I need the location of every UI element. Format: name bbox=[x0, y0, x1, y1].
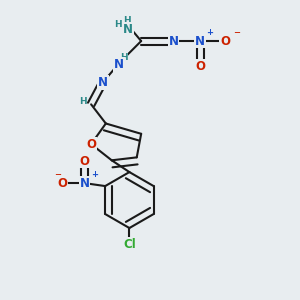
Text: N: N bbox=[114, 58, 124, 71]
Text: Cl: Cl bbox=[123, 238, 136, 251]
Text: H: H bbox=[79, 97, 87, 106]
Text: H: H bbox=[114, 20, 122, 29]
Text: O: O bbox=[86, 138, 96, 151]
Text: O: O bbox=[58, 177, 68, 190]
Text: −: − bbox=[54, 170, 61, 179]
Text: −: − bbox=[233, 28, 240, 37]
Text: +: + bbox=[91, 169, 98, 178]
Text: N: N bbox=[123, 23, 133, 36]
Text: +: + bbox=[206, 28, 214, 37]
Text: O: O bbox=[220, 34, 230, 48]
Text: O: O bbox=[80, 154, 90, 167]
Text: O: O bbox=[195, 60, 205, 73]
Text: N: N bbox=[169, 34, 178, 48]
Text: H: H bbox=[120, 53, 127, 62]
Text: N: N bbox=[195, 34, 205, 48]
Text: N: N bbox=[80, 177, 90, 190]
Text: H: H bbox=[123, 16, 130, 25]
Text: N: N bbox=[98, 76, 108, 89]
